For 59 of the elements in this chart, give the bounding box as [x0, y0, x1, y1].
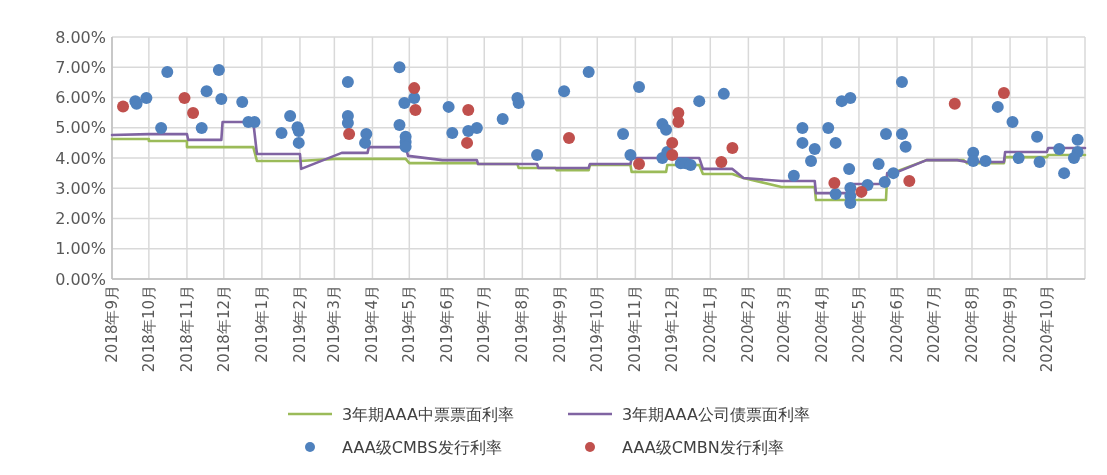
y-tick-label: 1.00% [55, 239, 106, 259]
point [462, 103, 475, 116]
x-tick-label: 2020年1月 [701, 285, 720, 363]
point [855, 185, 868, 198]
point [997, 86, 1010, 99]
legend-label: 3年期AAA公司债票面利率 [622, 404, 810, 424]
y-tick-label: 6.00% [55, 88, 106, 107]
y-tick-label: 2.00% [55, 209, 106, 228]
x-tick-label: 2019年6月 [438, 285, 457, 363]
point [666, 136, 679, 149]
x-tick-label: 2019年10月 [588, 285, 607, 373]
x-tick-label: 2018年9月 [103, 285, 121, 363]
x-tick-label: 2020年10月 [1037, 285, 1056, 373]
x-tick-label: 2020年9月 [1001, 285, 1020, 363]
y-tick-label: 3.00% [55, 178, 106, 198]
y-tick-label: 0.00% [55, 269, 106, 289]
x-tick-label: 2019年9月 [551, 285, 570, 363]
point [343, 128, 356, 141]
point [828, 177, 841, 190]
point [117, 100, 130, 113]
point [461, 136, 474, 149]
point [726, 142, 739, 155]
x-tick-label: 2019年4月 [363, 285, 382, 363]
point [903, 174, 916, 187]
x-tick-label: 2018年11月 [177, 285, 196, 373]
x-tick-label: 2020年4月 [813, 285, 832, 363]
x-tick-label: 2019年11月 [626, 285, 645, 373]
point [409, 103, 422, 116]
point [715, 155, 728, 168]
point [408, 82, 421, 95]
legend-label: 3年期AAA中票票面利率 [342, 404, 514, 424]
x-tick-label: 2019年5月 [400, 285, 419, 363]
y-tick-label: 7.00% [55, 57, 106, 77]
point [187, 106, 200, 119]
point [563, 132, 576, 145]
x-tick-label: 2018年10月 [139, 285, 158, 373]
x-tick-label: 2018年12月 [214, 285, 233, 373]
point [666, 148, 679, 161]
point [948, 97, 961, 110]
legend-label: AAA级CMBN发行利率 [622, 437, 784, 457]
x-tick-label: 2020年3月 [775, 285, 794, 363]
y-tick-label: 5.00% [55, 118, 106, 138]
x-tick-label: 2019年1月 [252, 285, 271, 363]
x-tick-label: 2019年12月 [663, 285, 682, 373]
y-tick-label: 8.00% [55, 27, 106, 47]
x-tick-label: 2020年7月 [924, 285, 943, 363]
x-tick-label: 2020年8月 [962, 285, 981, 363]
x-tick-label: 2020年5月 [849, 285, 868, 363]
x-tick-label: 2020年6月 [888, 285, 907, 363]
x-tick-label: 2019年7月 [475, 285, 494, 363]
point [178, 92, 191, 105]
x-tick-label: 2019年2月 [290, 285, 309, 363]
x-tick-label: 2020年2月 [739, 285, 758, 363]
x-tick-label: 2019年3月 [325, 285, 344, 363]
point [672, 116, 685, 128]
y-tick-label: 4.00% [55, 148, 106, 168]
x-tick-label: 2019年8月 [513, 285, 532, 363]
legend-label: AAA级CMBS发行利率 [342, 437, 502, 457]
point [633, 158, 646, 171]
